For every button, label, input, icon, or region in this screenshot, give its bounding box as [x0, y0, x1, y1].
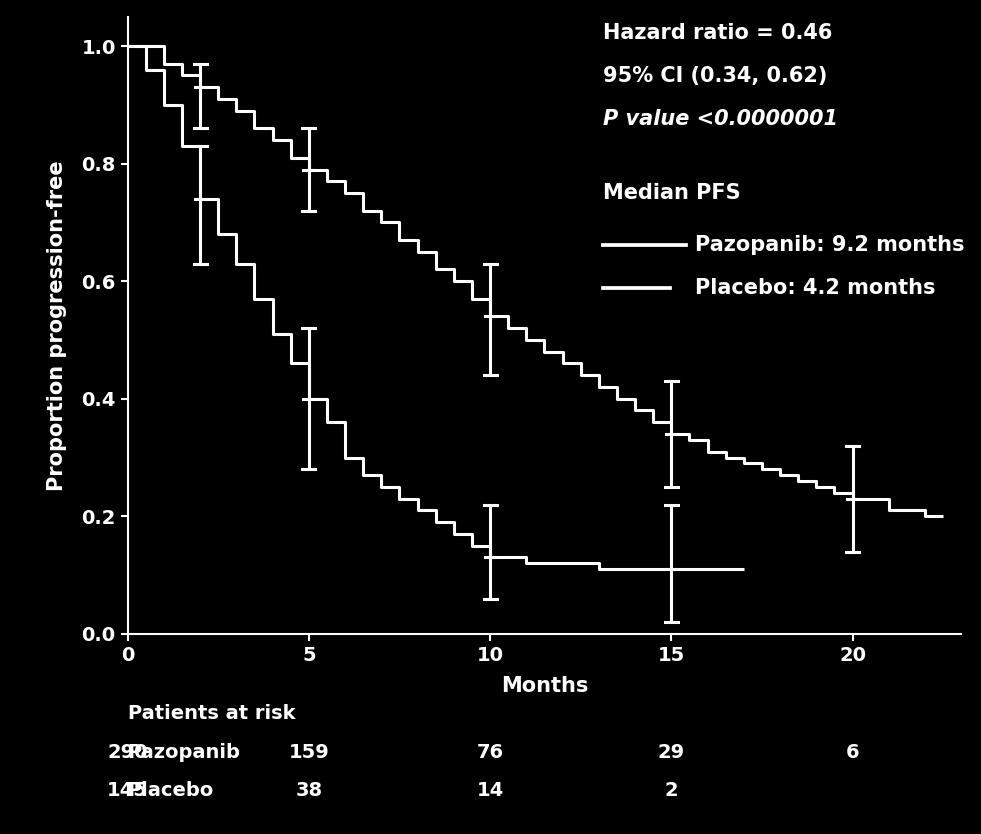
- Y-axis label: Proportion progression-free: Proportion progression-free: [47, 160, 68, 490]
- Text: 29: 29: [658, 743, 685, 761]
- Text: 145: 145: [107, 781, 148, 800]
- X-axis label: Months: Months: [500, 676, 589, 696]
- Text: 95% CI (0.34, 0.62): 95% CI (0.34, 0.62): [602, 66, 827, 86]
- Text: Placebo: 4.2 months: Placebo: 4.2 months: [695, 279, 935, 299]
- Text: Pazopanib: Pazopanib: [128, 743, 240, 761]
- Text: 76: 76: [477, 743, 503, 761]
- Text: Pazopanib: 9.2 months: Pazopanib: 9.2 months: [695, 235, 964, 255]
- Text: P value <0.0000001: P value <0.0000001: [602, 109, 838, 129]
- Text: 290: 290: [107, 743, 148, 761]
- Text: 38: 38: [295, 781, 323, 800]
- Text: 2: 2: [664, 781, 678, 800]
- Text: Hazard ratio = 0.46: Hazard ratio = 0.46: [602, 23, 832, 43]
- Text: Median PFS: Median PFS: [602, 183, 741, 203]
- Text: Patients at risk: Patients at risk: [128, 704, 295, 722]
- Text: 6: 6: [846, 743, 859, 761]
- Text: Placebo: Placebo: [128, 781, 214, 800]
- Text: 159: 159: [288, 743, 330, 761]
- Text: 14: 14: [477, 781, 503, 800]
